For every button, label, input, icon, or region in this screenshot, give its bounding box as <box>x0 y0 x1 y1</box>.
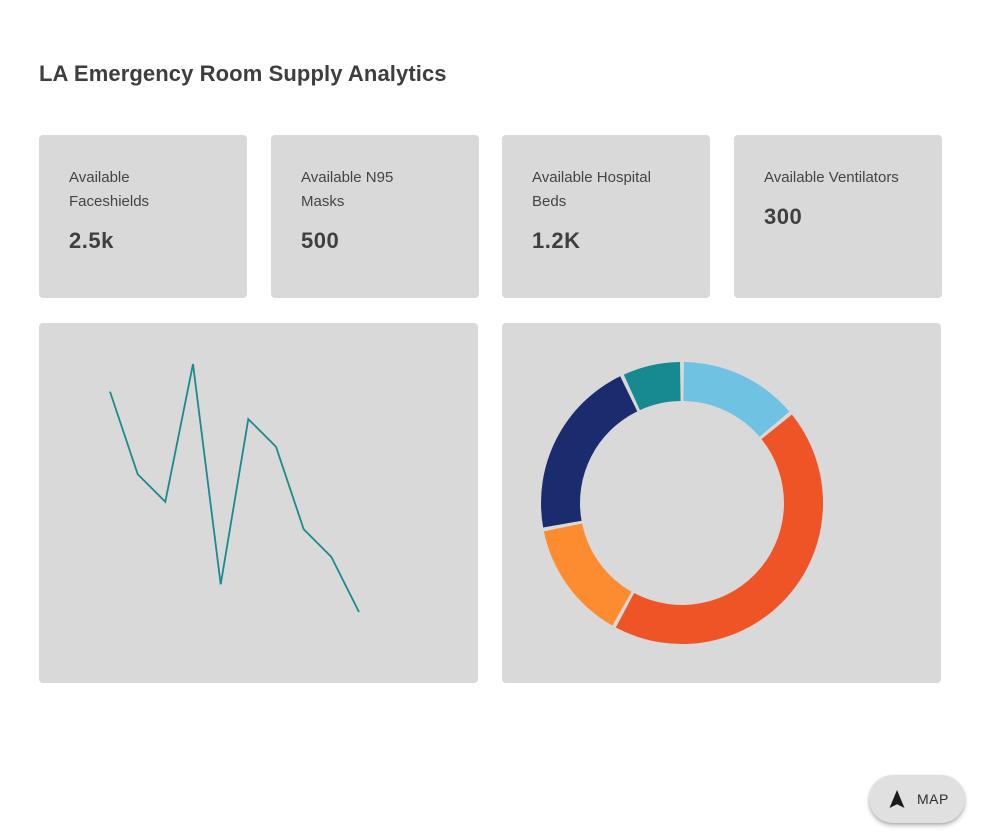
line-chart <box>109 363 360 613</box>
stat-value: 300 <box>764 204 803 229</box>
map-button[interactable]: MAP <box>869 775 965 823</box>
stat-value: 1.2K <box>532 228 581 253</box>
line-chart-panel <box>39 323 478 683</box>
donut-chart <box>540 362 824 645</box>
stat-label: Available Hospital Beds <box>532 169 651 210</box>
page-title: LA Emergency Room Supply Analytics <box>39 61 447 86</box>
stat-label: Available Ventilators <box>764 169 899 186</box>
donut-slice <box>615 414 824 645</box>
stat-card-faceshields: Available Faceshields 2.5k <box>39 135 247 298</box>
stat-label: Available Faceshields <box>69 169 150 210</box>
navigation-arrow-icon <box>889 790 905 808</box>
stat-value: 500 <box>301 228 340 253</box>
donut-slice <box>623 362 681 411</box>
stat-value: 2.5k <box>69 228 114 253</box>
donut-slice <box>683 362 790 437</box>
stat-card-ventilators: Available Ventilators 300 <box>734 135 942 298</box>
map-button-label: MAP <box>917 791 949 807</box>
line-series <box>109 363 360 613</box>
stat-label: Available N95 Masks <box>301 169 394 210</box>
donut-slice <box>543 523 632 626</box>
donut-slice <box>540 376 638 528</box>
stat-card-hospital-beds: Available Hospital Beds 1.2K <box>502 135 710 298</box>
stat-card-n95-masks: Available N95 Masks 500 <box>271 135 479 298</box>
donut-chart-panel <box>502 323 941 683</box>
